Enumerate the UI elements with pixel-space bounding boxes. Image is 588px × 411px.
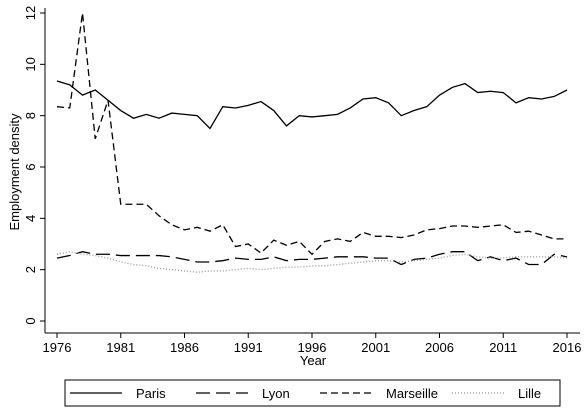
x-tick-label: 2006 [425, 340, 454, 355]
x-tick-label: 1981 [106, 340, 135, 355]
y-tick-label: 4 [23, 215, 38, 222]
legend-box [64, 379, 561, 407]
legend-label: Lyon [262, 386, 290, 401]
series-line [56, 80, 568, 130]
x-tick-label: 2011 [489, 340, 517, 355]
y-tick-label: 6 [23, 163, 38, 170]
y-tick-label: 2 [23, 266, 38, 273]
x-tick-label: 1991 [234, 340, 263, 355]
y-axis-title: Employment density [7, 113, 22, 231]
legend-label: Paris [136, 386, 166, 401]
legend-label: Marseille [386, 386, 438, 401]
x-tick-label: 1986 [170, 340, 199, 355]
y-tick-label: 10 [23, 57, 38, 71]
series-line [56, 251, 568, 266]
legend-label: Lille [518, 386, 541, 401]
y-tick-label: 0 [23, 317, 38, 324]
series-line [56, 12, 567, 256]
x-tick-label: 2001 [361, 340, 390, 355]
y-tick-label: 8 [23, 112, 38, 119]
y-tick-label: 12 [23, 6, 38, 20]
x-axis-title: Year [300, 353, 327, 368]
x-tick-label: 2016 [553, 340, 582, 355]
x-tick-label: 1996 [298, 340, 327, 355]
x-tick-label: 1976 [43, 340, 72, 355]
